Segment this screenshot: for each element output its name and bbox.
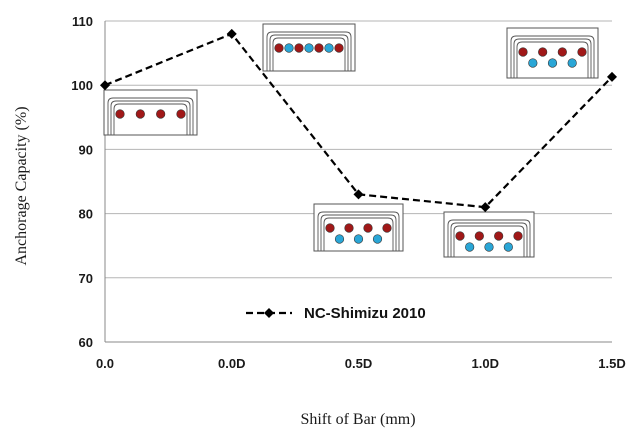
blue-bar-circle [334, 234, 345, 244]
bar-layout-inset [313, 203, 404, 252]
blue-bar-circle [324, 43, 334, 53]
stirrup-outline [453, 225, 525, 257]
legend-label: NC-Shimizu 2010 [304, 305, 426, 322]
stirrup-outline [266, 31, 352, 71]
bar-layout-insets [103, 23, 599, 258]
red-bar-circle [513, 231, 523, 241]
legend: NC-Shimizu 2010 [246, 305, 426, 322]
stirrup-outline [113, 103, 188, 135]
blue-bar-circle [284, 43, 294, 53]
x-tick-label: 0.0D [218, 356, 245, 371]
red-bar-circle [363, 223, 373, 233]
red-bar-circle [135, 109, 145, 119]
stirrup-outline [269, 34, 349, 71]
y-tick-label: 100 [71, 78, 93, 93]
stirrup-outline [317, 211, 400, 251]
stirrup-outline [323, 217, 394, 251]
red-bar-circle [176, 109, 186, 119]
blue-bar-circle [567, 58, 577, 68]
data-point-marker [480, 202, 491, 213]
red-bar-circle [274, 43, 284, 53]
blue-bar-circle [372, 234, 383, 244]
red-bar-circle [494, 231, 504, 241]
red-bar-circle [455, 231, 465, 241]
series-markers [100, 28, 617, 213]
y-tick-label: 60 [79, 335, 93, 350]
y-axis-title: Anchorage Capacity (%) [13, 106, 30, 265]
blue-bar-circle [503, 242, 513, 252]
blue-bar-circle [353, 234, 364, 244]
stirrup-outline [510, 35, 595, 78]
blue-bar-circle [484, 242, 494, 252]
red-bar-circle [115, 109, 125, 119]
blue-bar-circle [304, 43, 314, 53]
bar-layout-inset [443, 211, 535, 258]
red-bar-circle [156, 109, 166, 119]
stirrup-outline [516, 41, 589, 78]
legend-diamond-marker [264, 308, 274, 318]
stirrup-outline [450, 222, 528, 257]
x-tick-labels: 0.0 0.0D 0.5D 1.0D 1.5D [96, 356, 626, 371]
data-point-marker [353, 189, 364, 200]
x-axis-title: Shift of Bar (mm) [300, 411, 415, 428]
red-bar-circle [518, 47, 528, 57]
red-bar-circle [294, 43, 304, 53]
stirrup-outline [513, 38, 592, 78]
blue-bar-circle [547, 58, 558, 68]
red-bar-circle [474, 231, 484, 241]
stirrup-outline [320, 214, 397, 251]
y-tick-label: 70 [79, 271, 93, 286]
y-tick-label: 90 [79, 142, 93, 157]
red-bar-circle [325, 223, 335, 233]
stirrup-outline [107, 97, 194, 135]
data-point-marker [226, 28, 237, 39]
bar-layout-inset [506, 27, 599, 79]
stirrup-outline [110, 100, 191, 135]
blue-bar-circle [528, 58, 538, 68]
red-bar-circle [382, 223, 392, 233]
data-point-marker [607, 71, 617, 82]
y-tick-label: 110 [72, 14, 93, 29]
stirrup-outline [447, 219, 531, 257]
red-bar-circle [314, 43, 324, 53]
x-tick-label: 0.5D [345, 356, 372, 371]
red-bar-circle [344, 223, 354, 233]
bar-layout-inset [262, 23, 356, 72]
red-bar-circle [577, 47, 587, 57]
stirrup-outline [272, 37, 346, 71]
axes [104, 21, 612, 343]
data-point-marker [100, 80, 110, 91]
bar-layout-inset [103, 89, 198, 136]
x-tick-label: 1.0D [472, 356, 499, 371]
blue-bar-circle [465, 242, 475, 252]
red-bar-circle [334, 43, 344, 53]
red-bar-circle [538, 47, 548, 57]
x-tick-label: 1.5D [598, 356, 625, 371]
x-tick-label: 0.0 [96, 356, 114, 371]
y-tick-label: 80 [79, 207, 93, 222]
y-tick-labels: 60 70 80 90 100 110 [71, 14, 93, 350]
red-bar-circle [557, 47, 567, 57]
